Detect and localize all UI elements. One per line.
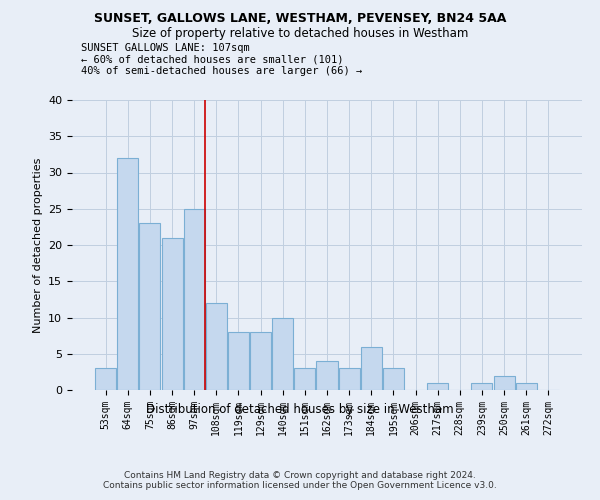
Bar — [250, 332, 271, 390]
Text: SUNSET, GALLOWS LANE, WESTHAM, PEVENSEY, BN24 5AA: SUNSET, GALLOWS LANE, WESTHAM, PEVENSEY,… — [94, 12, 506, 26]
Text: Distribution of detached houses by size in Westham: Distribution of detached houses by size … — [146, 402, 454, 415]
Bar — [383, 368, 404, 390]
Bar — [139, 223, 160, 390]
Text: Contains HM Land Registry data © Crown copyright and database right 2024.
Contai: Contains HM Land Registry data © Crown c… — [103, 470, 497, 490]
Bar — [184, 209, 205, 390]
Bar — [206, 303, 227, 390]
Bar — [316, 361, 338, 390]
Y-axis label: Number of detached properties: Number of detached properties — [32, 158, 43, 332]
Bar — [361, 346, 382, 390]
Bar — [494, 376, 515, 390]
Bar — [118, 158, 139, 390]
Bar — [95, 368, 116, 390]
Bar — [295, 368, 316, 390]
Text: SUNSET GALLOWS LANE: 107sqm
← 60% of detached houses are smaller (101)
40% of se: SUNSET GALLOWS LANE: 107sqm ← 60% of det… — [81, 43, 362, 76]
Bar — [472, 383, 493, 390]
Bar — [272, 318, 293, 390]
Bar — [427, 383, 448, 390]
Bar — [228, 332, 249, 390]
Bar — [338, 368, 359, 390]
Bar — [161, 238, 182, 390]
Bar — [515, 383, 536, 390]
Text: Size of property relative to detached houses in Westham: Size of property relative to detached ho… — [132, 28, 468, 40]
